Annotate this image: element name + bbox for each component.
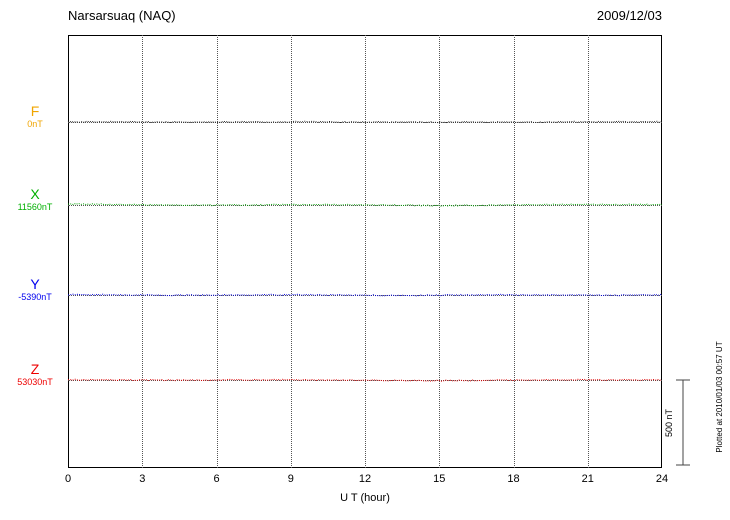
series-label-f: F 0nT bbox=[6, 104, 64, 129]
series-baseline-value: 0nT bbox=[27, 119, 43, 129]
series-letter: Z bbox=[30, 361, 40, 377]
x-tick-label: 18 bbox=[507, 473, 520, 485]
baseline-gridline-y bbox=[68, 295, 662, 296]
x-gridline bbox=[216, 35, 218, 468]
x-tick-label: 0 bbox=[64, 473, 72, 485]
x-tick-label: 6 bbox=[213, 473, 220, 485]
series-baseline-value: 11560nT bbox=[17, 202, 53, 212]
x-gridline bbox=[439, 35, 441, 468]
baseline-gridline-z bbox=[68, 380, 662, 381]
x-tick-label: 3 bbox=[139, 473, 146, 485]
baseline-gridline-x bbox=[68, 205, 662, 206]
series-label-z: Z 53030nT bbox=[6, 362, 64, 387]
x-gridline bbox=[513, 35, 515, 468]
station-title: Narsarsuaq (NAQ) bbox=[68, 8, 176, 23]
date-label: 2009/12/03 bbox=[596, 8, 662, 23]
series-label-y: Y -5390nT bbox=[6, 277, 64, 302]
scale-bar-label: 500 nT bbox=[664, 408, 674, 438]
series-letter: X bbox=[30, 186, 40, 202]
x-gridline bbox=[365, 35, 366, 468]
series-label-x: X 11560nT bbox=[6, 187, 64, 212]
plotted-at-note: Plotted at 2010/01/03 00:57 UT bbox=[715, 341, 724, 453]
series-letter: F bbox=[30, 103, 40, 119]
x-gridline bbox=[587, 35, 589, 468]
x-tick-label: 21 bbox=[581, 473, 594, 485]
x-tick-label: 24 bbox=[655, 473, 669, 485]
baseline-gridline-f bbox=[68, 122, 662, 123]
x-tick-label: 12 bbox=[358, 473, 372, 485]
series-letter: Y bbox=[30, 276, 40, 292]
x-gridline bbox=[290, 35, 292, 468]
series-baseline-value: 53030nT bbox=[17, 377, 53, 387]
series-baseline-value: -5390nT bbox=[18, 292, 52, 302]
x-gridline bbox=[142, 35, 144, 468]
x-axis-label: U T (hour) bbox=[340, 492, 390, 504]
x-tick-label: 9 bbox=[287, 473, 294, 485]
x-tick-label: 15 bbox=[433, 473, 446, 485]
